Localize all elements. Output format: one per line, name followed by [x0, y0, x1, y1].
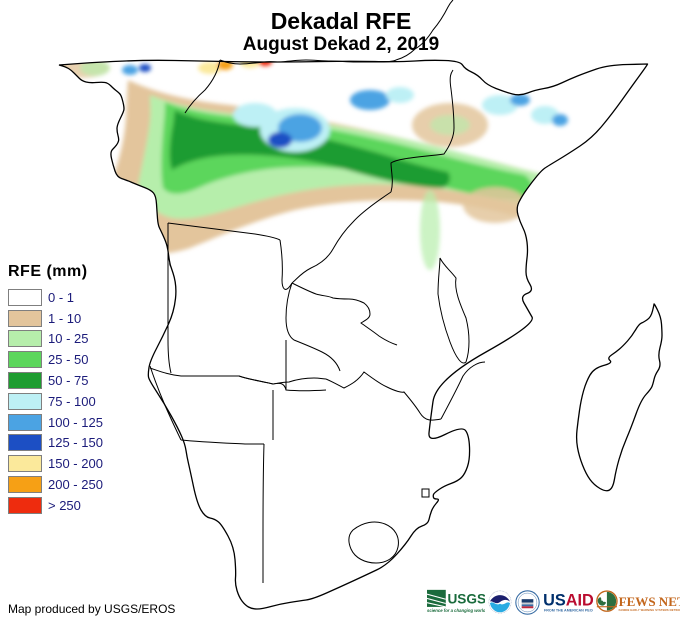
svg-text:FEWS NET: FEWS NET [619, 594, 680, 609]
svg-text:science for a changing world: science for a changing world [427, 608, 485, 613]
svg-text:FROM THE AMERICAN PEOPLE: FROM THE AMERICAN PEOPLE [544, 609, 593, 613]
svg-text:FAMINE EARLY WARNING SYSTEMS N: FAMINE EARLY WARNING SYSTEMS NETWORK [619, 608, 680, 612]
svg-text:USGS: USGS [447, 592, 485, 607]
svg-text:USAID: USAID [543, 592, 593, 610]
